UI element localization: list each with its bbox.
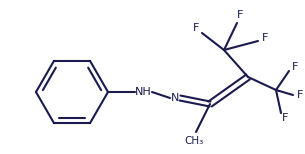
Text: F: F: [262, 33, 268, 43]
Text: F: F: [193, 23, 199, 33]
Text: N: N: [171, 93, 179, 103]
Text: F: F: [237, 10, 243, 20]
Text: F: F: [292, 62, 298, 72]
Text: F: F: [297, 90, 303, 100]
Text: NH: NH: [135, 87, 151, 97]
Text: F: F: [282, 113, 288, 123]
Text: CH₃: CH₃: [185, 136, 204, 146]
